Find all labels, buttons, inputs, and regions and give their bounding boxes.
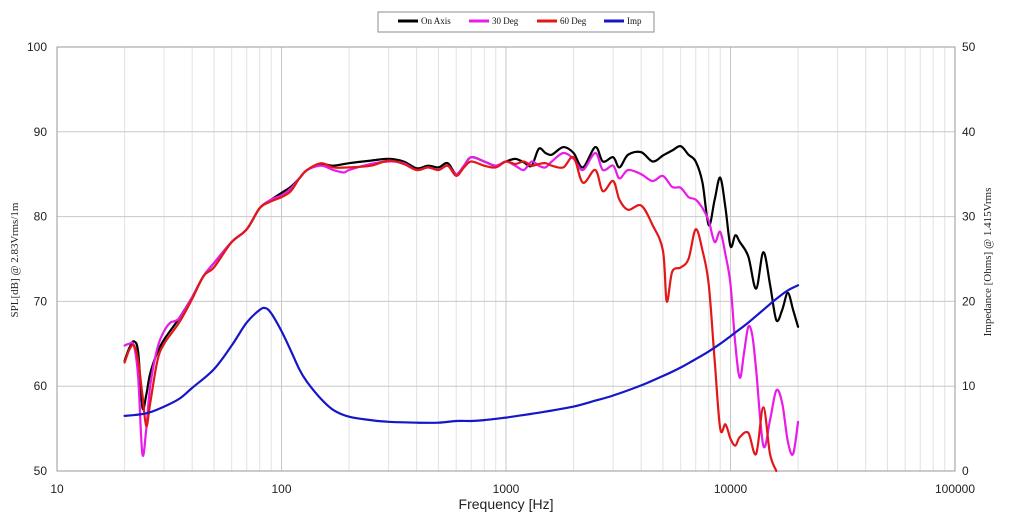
y-axis-right-title: Impedance [Ohms] @ 1.415Vrms: [982, 188, 994, 337]
y-left-tick-label: 90: [34, 125, 48, 139]
x-tick-label: 10000: [714, 482, 748, 496]
y-right-tick-label: 30: [962, 210, 976, 224]
tick-labels: 10 100 1000 10000 10000050607080901000102030…: [27, 40, 976, 496]
x-tick-label: 100000: [935, 482, 975, 496]
y-right-tick-label: 10: [962, 379, 976, 393]
y-right-tick-label: 20: [962, 294, 976, 308]
legend-entry-60-deg: 60 Deg: [537, 16, 587, 26]
y-right-tick-label: 50: [962, 40, 976, 54]
y-axis-left-title: SPL[dB] @ 2.83Vrms/1m: [9, 202, 21, 317]
legend-label-30-deg: 30 Deg: [492, 16, 519, 26]
x-tick-label: 100: [271, 482, 291, 496]
x-tick-label: 10: [50, 482, 64, 496]
legend-label-imp: Imp: [627, 16, 642, 26]
series-line-imp: [123, 284, 800, 424]
series-line-30-deg: [123, 151, 800, 457]
y-right-tick-label: 0: [962, 464, 969, 478]
legend-entry-imp: Imp: [604, 16, 642, 26]
legend: On Axis 30 Deg 60 Deg Imp: [377, 11, 655, 33]
y-left-tick-label: 60: [34, 379, 48, 393]
legend-label-60-deg: 60 Deg: [560, 16, 587, 26]
legend-entry-on-axis: On Axis: [398, 16, 451, 26]
series-line-60-deg: [123, 155, 778, 473]
y-right-tick-label: 40: [962, 125, 976, 139]
grid: [56, 46, 955, 472]
plot-frame: [56, 46, 956, 472]
legend-label-on-axis: On Axis: [421, 16, 451, 26]
y-left-tick-label: 50: [34, 464, 48, 478]
x-tick-label: 1000: [493, 482, 520, 496]
x-axis-title: Frequency [Hz]: [459, 496, 554, 512]
legend-box: [377, 11, 655, 33]
series-lines: [123, 145, 800, 473]
y-left-tick-label: 100: [27, 40, 47, 54]
legend-entry-30-deg: 30 Deg: [469, 16, 519, 26]
y-left-tick-label: 70: [34, 294, 48, 308]
y-left-tick-label: 80: [34, 210, 48, 224]
